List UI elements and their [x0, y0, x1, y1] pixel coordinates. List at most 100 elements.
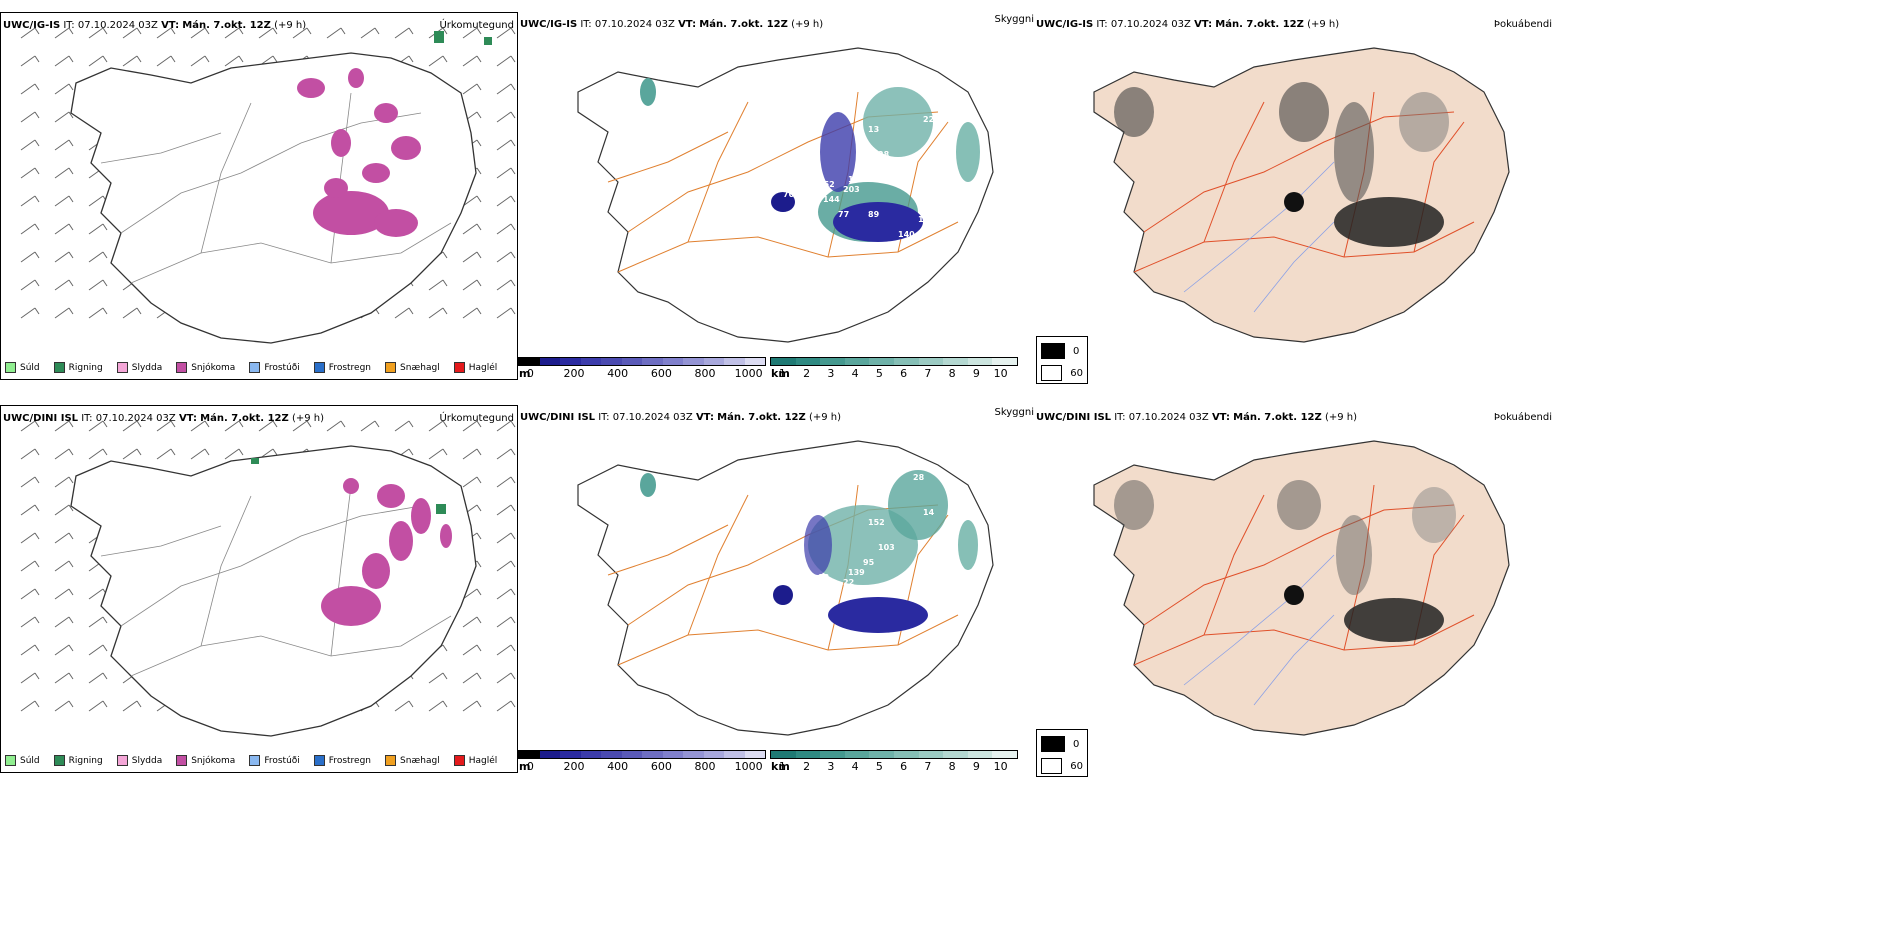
- wind-barb: [428, 448, 448, 460]
- colorbar-cell: [893, 751, 919, 758]
- variable-name: Úrkomutegund: [439, 20, 514, 31]
- variable-name: Skyggni: [994, 407, 1034, 418]
- colorbar-cell: [893, 358, 919, 365]
- wind-barb: [462, 616, 482, 628]
- wind-barb: [20, 83, 40, 95]
- wind-barb: [496, 55, 516, 67]
- wind-barb: [88, 420, 108, 432]
- wind-barb: [20, 448, 40, 460]
- fog-panel-top: UWC/IG-IS IT: 07.10.2024 03Z VT: Mán. 7.…: [1034, 12, 1554, 380]
- wind-barb: [496, 111, 516, 123]
- wind-barb: [258, 420, 278, 432]
- legend-item: Rigning: [53, 755, 103, 766]
- colorbar-tick: 400: [607, 367, 629, 380]
- wind-barb: [54, 616, 74, 628]
- wind-barb: [54, 644, 74, 656]
- vis-value-label: 139: [848, 568, 865, 577]
- wind-barb: [496, 195, 516, 207]
- wind-barb: [224, 448, 244, 460]
- wind-barb: [428, 279, 448, 291]
- wind-barb: [258, 27, 278, 39]
- colorbar-cell: [795, 751, 821, 758]
- colorbar-cell: [683, 358, 704, 365]
- vis-value-label: 402: [893, 65, 910, 74]
- legend-item: Slydda: [116, 362, 162, 373]
- colorbar-cell: [918, 751, 944, 758]
- colorbar-cell: [662, 358, 683, 365]
- vis-value-label: 83: [818, 573, 829, 582]
- fog-swatch-0: [1041, 343, 1065, 359]
- wind-barb: [496, 588, 516, 600]
- colorbar-cell: [943, 751, 968, 758]
- swatch-hail: [453, 362, 465, 373]
- wind-barb: [20, 27, 40, 39]
- panel-title: UWC/DINI ISL IT: 07.10.2024 03Z VT: Mán.…: [1036, 412, 1357, 423]
- colorbar-tick: 9: [972, 760, 980, 773]
- wind-barb: [88, 223, 108, 235]
- wind-barb: [496, 476, 516, 488]
- legend-item: Snæhagl: [385, 362, 440, 373]
- wind-barb: [20, 532, 40, 544]
- colorbar-tick: 400: [607, 760, 629, 773]
- vis-value-label: 44: [893, 458, 905, 467]
- wind-barb: [360, 420, 380, 432]
- fog-swatch-0: [1041, 736, 1065, 752]
- roads: [100, 92, 452, 284]
- wind-barb: [122, 420, 142, 432]
- wind-barb: [54, 139, 74, 151]
- swatch-snow: [176, 755, 188, 766]
- vis-value-label: 95: [863, 558, 875, 567]
- colorbar-tick: 6: [900, 760, 908, 773]
- legend-item: Snæhagl: [385, 755, 440, 766]
- wind-barb: [20, 420, 40, 432]
- vis-value-label: 13: [868, 125, 879, 134]
- colorbar-cell: [744, 358, 765, 365]
- wind-barb: [428, 55, 448, 67]
- colorbar-tick: 7: [924, 367, 932, 380]
- wind-barb: [156, 420, 176, 432]
- vis-value-label: 310: [913, 80, 930, 89]
- wind-barb: [190, 27, 210, 39]
- vis-value-label: 32: [863, 478, 874, 487]
- wind-barb: [462, 83, 482, 95]
- colorbar-cell: [621, 358, 642, 365]
- wind-barb: [54, 223, 74, 235]
- vis-value-label: 83: [803, 120, 814, 129]
- vis-value-label: 77: [838, 210, 849, 219]
- wind-barb: [54, 448, 74, 460]
- wind-barb: [156, 55, 176, 67]
- legend-item: Snjókoma: [176, 362, 235, 373]
- wind-barb: [496, 700, 516, 712]
- wind-barb: [54, 307, 74, 319]
- colorbar-cell: [642, 358, 663, 365]
- wind-barb: [54, 420, 74, 432]
- colorbar-tick: 2: [803, 367, 811, 380]
- wind-barb: [462, 223, 482, 235]
- wind-barb: [54, 167, 74, 179]
- wind-barb: [462, 588, 482, 600]
- wind-barb: [54, 504, 74, 516]
- colorbar-tick: 5: [875, 367, 883, 380]
- swatch-freezing-rain: [313, 755, 325, 766]
- wind-barb: [462, 55, 482, 67]
- snowfall-areas: [321, 478, 452, 626]
- wind-barb: [496, 420, 516, 432]
- fog-swatch-60: [1041, 365, 1063, 381]
- swatch-rain: [53, 362, 65, 373]
- wind-barb: [428, 700, 448, 712]
- variable-name: Þokuábendi: [1493, 19, 1552, 30]
- vis-value-label: 143: [848, 175, 865, 184]
- colorbar-tick: 10: [993, 367, 1008, 380]
- wind-barb: [122, 448, 142, 460]
- variable-name: Þokuábendi: [1493, 412, 1552, 423]
- wind-barb: [88, 307, 108, 319]
- fog-map: [1093, 440, 1510, 736]
- colorbar-tick: 200: [563, 760, 585, 773]
- wind-barb: [54, 532, 74, 544]
- wind-barb: [462, 251, 482, 263]
- colorbar-cell: [703, 751, 724, 758]
- colorbar-cell: [724, 751, 745, 758]
